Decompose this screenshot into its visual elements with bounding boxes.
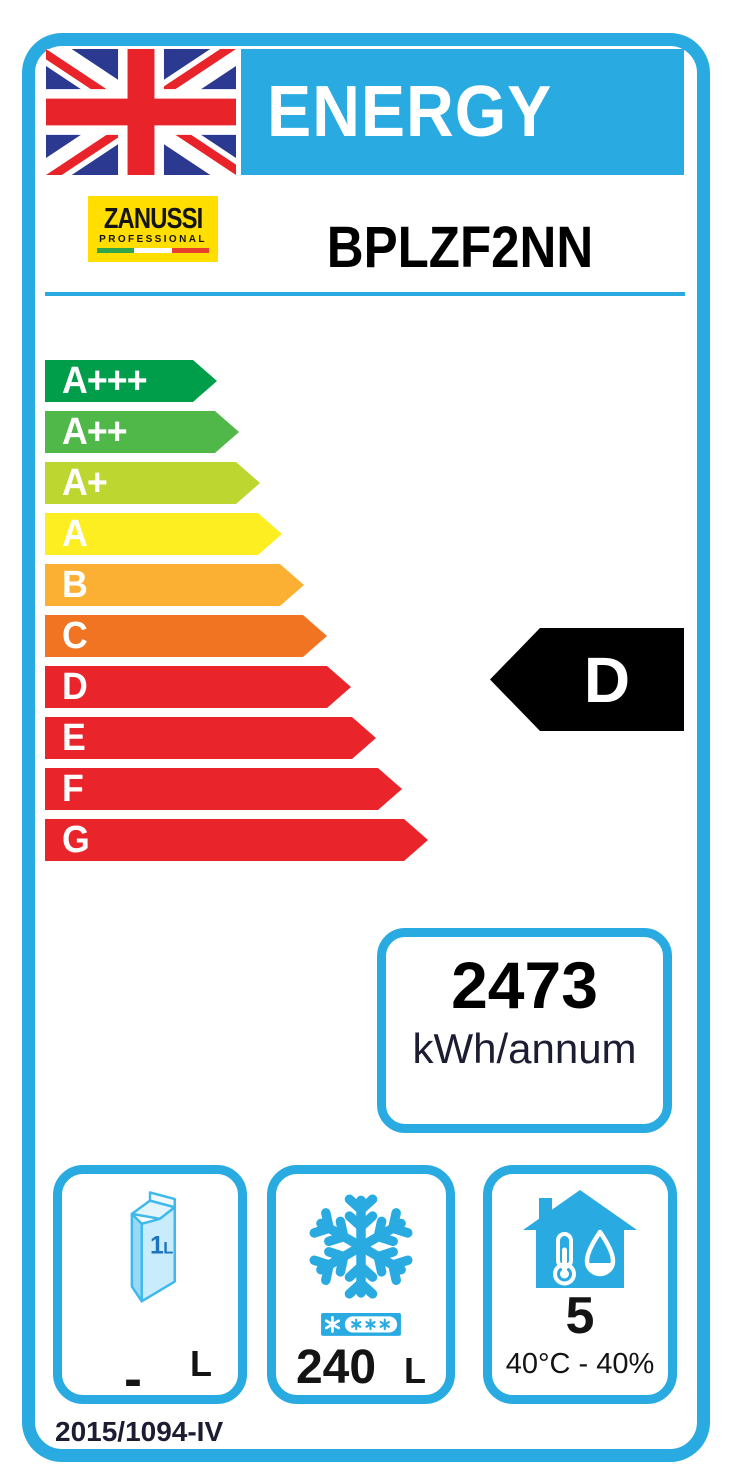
brand-subtitle: PROFESSIONAL [99,234,207,245]
snowflake-icon [308,1194,414,1299]
carton-volume-value: 1 [150,1232,164,1259]
annual-energy-value: 2473 [451,948,598,1022]
efficiency-arrow-label: B [62,563,87,606]
house-thermometer-droplet-icon [523,1190,637,1288]
regulation-number: 2015/1094-IV [55,1416,224,1447]
brand-name: ZANUSSI [103,203,203,235]
chill-volume-unit: L [190,1343,212,1384]
energy-title: ENERGY [267,72,553,152]
climate-class-panel: 5 40°C - 40% [483,1165,677,1404]
efficiency-arrow-A: A [45,513,282,555]
efficiency-arrow-label: E [62,716,85,759]
efficiency-arrow-B: B [45,564,304,606]
chill-volume-value: - [124,1349,142,1409]
efficiency-arrow-E: E [45,717,376,759]
efficiency-arrow-C: C [45,615,327,657]
efficiency-arrow-App: A++ [45,411,239,453]
efficiency-arrow-label: D [62,665,87,708]
efficiency-arrow-label: A+ [62,461,107,504]
zanussi-logo: ZANUSSI PROFESSIONAL [88,196,218,262]
uk-flag-icon [46,49,236,175]
efficiency-arrow-label: A+++ [62,359,147,402]
freezer-star-rating-icon [321,1313,401,1336]
climate-class-value: 5 [565,1287,595,1345]
frozen-volume-unit: L [404,1350,427,1391]
energy-banner: ENERGY [241,49,684,175]
rating-indicator-grade: D [583,643,631,716]
efficiency-arrow-label: G [62,818,89,861]
efficiency-arrow-label: C [62,614,87,657]
annual-energy-unit: kWh/annum [412,1025,637,1072]
efficiency-arrow-label: A++ [62,410,127,453]
milk-carton-icon: 1 L [130,1191,176,1303]
frozen-volume-panel: 240 L [267,1165,455,1404]
frozen-volume-row: 240 L [296,1340,426,1395]
climate-conditions: 40°C - 40% [505,1348,655,1380]
efficiency-arrow-Appp: A+++ [45,360,217,402]
label-border [22,33,710,1462]
efficiency-arrow-D: D [45,666,351,708]
efficiency-scale: A+++ A++ A+ A B C D E F G [45,360,465,862]
header-divider [45,292,685,296]
efficiency-arrow-label: F [62,767,83,810]
chill-volume-panel: 1 L - L [53,1165,247,1409]
annual-energy-box: 2473 kWh/annum [377,928,672,1133]
carton-volume-unit: L [163,1239,173,1257]
efficiency-arrow-F: F [45,768,402,810]
frozen-volume-value: 240 [295,1341,377,1394]
efficiency-arrow-label: A [62,512,87,555]
model-number: BPLZF2NN [326,215,594,280]
efficiency-arrow-G: G [45,819,428,861]
efficiency-arrow-Ap: A+ [45,462,260,504]
italy-tricolor-stripe [97,248,209,253]
